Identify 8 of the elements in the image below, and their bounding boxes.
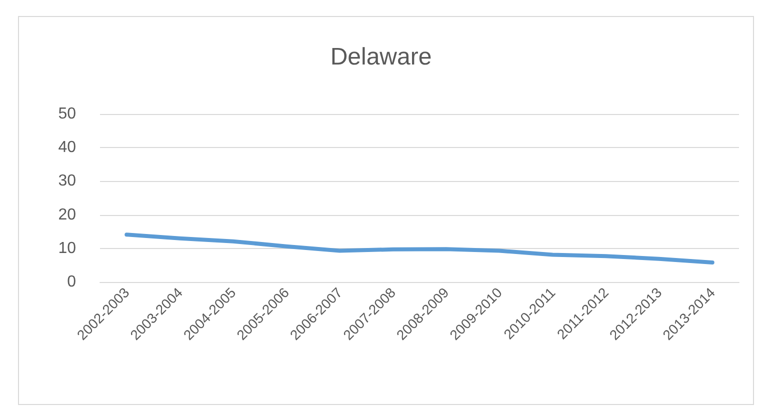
line-series — [124, 232, 714, 265]
y-tick-label: 20 — [58, 206, 76, 224]
y-tick-label: 50 — [58, 106, 76, 122]
y-tick-label: 30 — [58, 172, 76, 190]
chart-title: Delaware — [330, 44, 432, 70]
y-tick-label: 40 — [58, 139, 76, 156]
y-tick-label: 10 — [58, 240, 76, 257]
y-tick-label: 0 — [67, 274, 76, 290]
